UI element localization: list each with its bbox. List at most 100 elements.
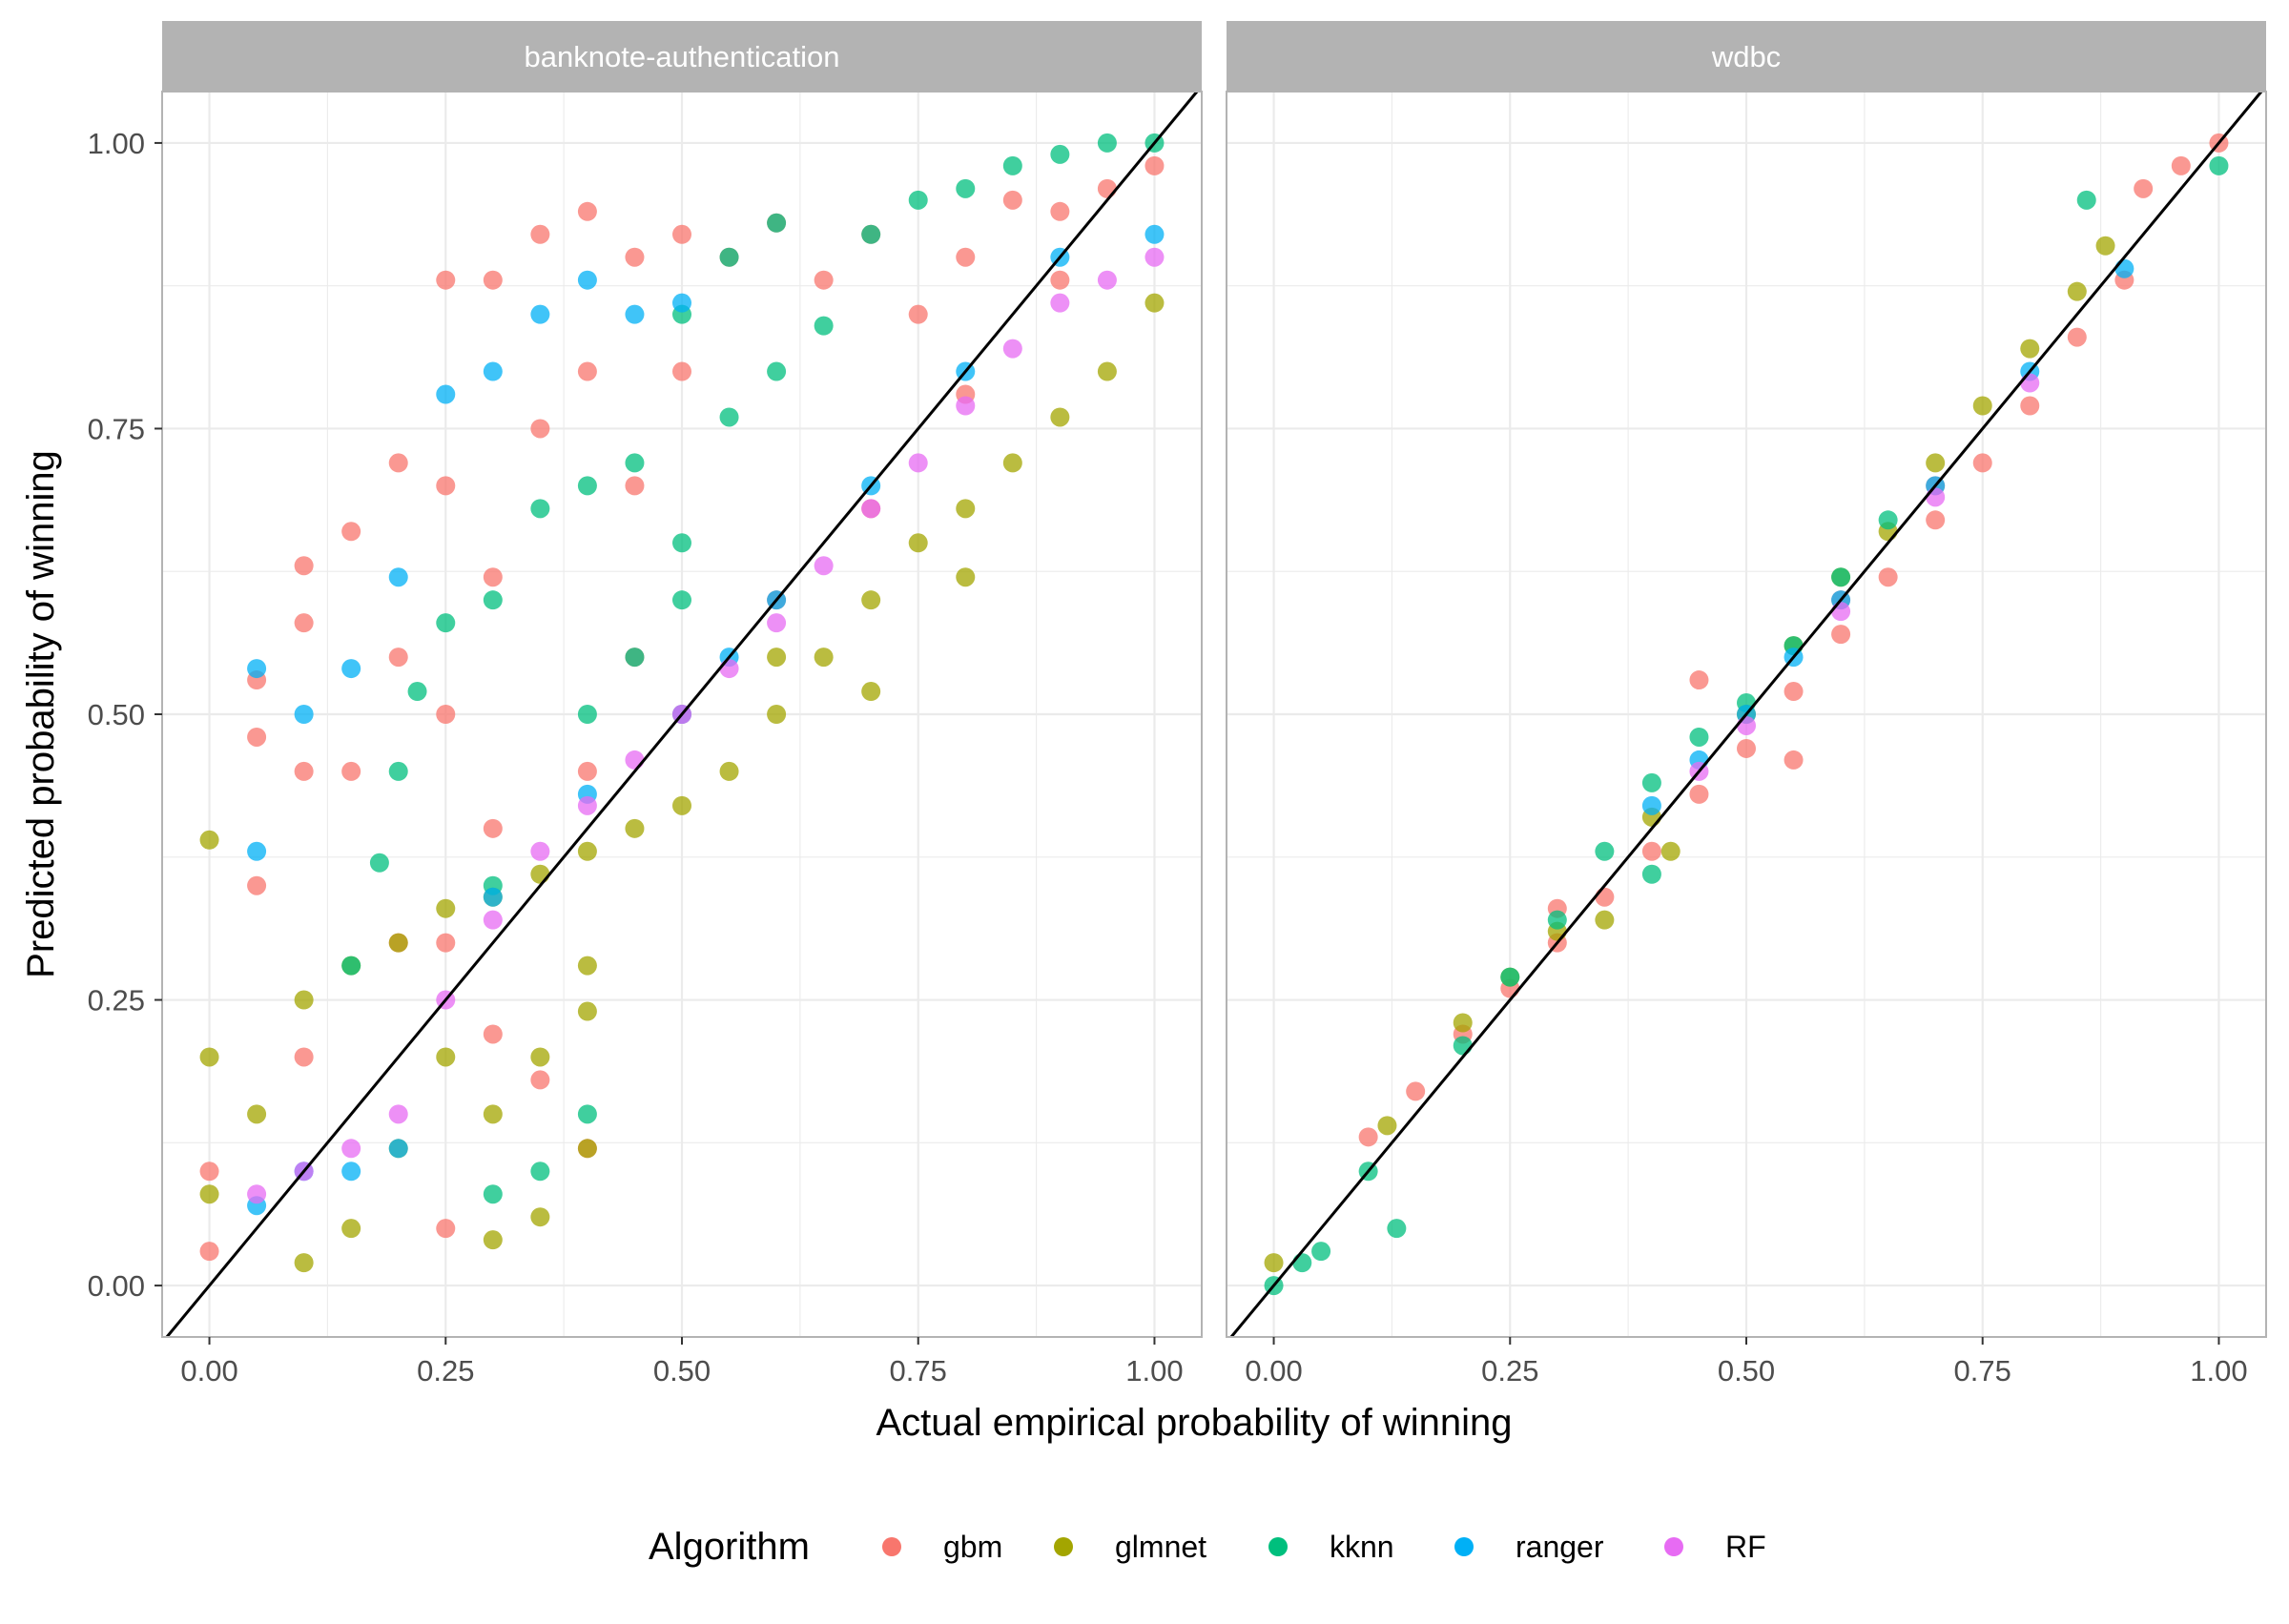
data-point-kknn xyxy=(577,476,597,496)
data-point-glmnet xyxy=(625,818,645,838)
data-point-rf xyxy=(767,613,787,633)
data-point-gbm xyxy=(577,761,597,781)
data-point-kknn xyxy=(483,1184,503,1204)
data-point-ranger xyxy=(341,1161,361,1182)
reference-line xyxy=(1229,91,2263,1338)
data-point-gbm xyxy=(247,727,267,747)
data-point-glmnet xyxy=(814,648,834,668)
legend-key-glmnet xyxy=(1054,1537,1073,1556)
data-point-gbm xyxy=(577,361,597,381)
data-point-rf xyxy=(1097,270,1117,290)
data-point-gbm xyxy=(1878,567,1898,587)
strip-background xyxy=(162,21,1202,92)
data-point-rf xyxy=(861,499,881,519)
legend-label: ranger xyxy=(1516,1530,1604,1564)
x-tick-label: 1.00 xyxy=(2190,1354,2247,1388)
data-point-glmnet xyxy=(577,841,597,861)
data-point-gbm xyxy=(1050,270,1070,290)
data-point-kknn xyxy=(1689,727,1709,747)
data-point-gbm xyxy=(199,1242,219,1262)
x-tick-label: 1.00 xyxy=(1125,1354,1183,1388)
data-point-glmnet xyxy=(483,1104,503,1124)
data-point-gbm xyxy=(814,270,834,290)
legend-key-kknn xyxy=(1268,1537,1288,1556)
data-point-glmnet xyxy=(1377,1116,1397,1136)
data-point-ranger xyxy=(2114,258,2134,278)
data-point-glmnet xyxy=(767,705,787,724)
data-point-gbm xyxy=(1358,1127,1378,1147)
facet-panel-wdbc: wdbc xyxy=(1226,21,2267,1338)
data-point-gbm xyxy=(341,761,361,781)
data-point-ranger xyxy=(1144,224,1165,244)
facet-panel-banknote: banknote-authentication xyxy=(161,21,1203,1338)
data-point-gbm xyxy=(530,224,550,244)
data-point-glmnet xyxy=(956,567,976,587)
data-point-gbm xyxy=(625,247,645,267)
y-axis-title: Predicted probability of winning xyxy=(20,450,62,978)
data-point-rf xyxy=(625,750,645,770)
data-point-ranger xyxy=(294,705,314,724)
data-point-rf xyxy=(530,841,550,861)
data-point-glmnet xyxy=(908,533,928,553)
data-point-gbm xyxy=(1689,670,1709,690)
x-tick-label: 0.50 xyxy=(653,1354,711,1388)
data-point-kknn xyxy=(625,648,645,668)
data-point-kknn xyxy=(2076,190,2096,210)
data-point-ranger xyxy=(483,361,503,381)
x-tick-label: 0.50 xyxy=(1718,1354,1775,1388)
data-point-gbm xyxy=(1926,510,1946,530)
data-point-kknn xyxy=(1453,1036,1473,1056)
data-point-glmnet xyxy=(1144,293,1165,313)
data-point-kknn xyxy=(483,590,503,610)
facet-strip-label: wdbc xyxy=(1711,40,1781,73)
y-tick-label: 0.25 xyxy=(88,984,145,1018)
data-point-glmnet xyxy=(1097,361,1117,381)
data-point-glmnet xyxy=(956,499,976,519)
data-point-glmnet xyxy=(199,1184,219,1204)
x-tick-label: 0.25 xyxy=(417,1354,474,1388)
data-point-gbm xyxy=(1406,1081,1426,1101)
data-point-kknn xyxy=(1641,864,1661,884)
data-point-rf xyxy=(814,556,834,576)
data-point-gbm xyxy=(483,818,503,838)
data-point-gbm xyxy=(1002,190,1022,210)
y-tick-label: 0.50 xyxy=(88,698,145,731)
data-point-glmnet xyxy=(767,648,787,668)
data-point-gbm xyxy=(294,761,314,781)
data-point-glmnet xyxy=(388,933,408,953)
data-point-glmnet xyxy=(483,1230,503,1250)
legend-key-rf xyxy=(1664,1537,1683,1556)
data-point-glmnet xyxy=(2020,339,2040,359)
data-point-ranger xyxy=(247,841,267,861)
data-point-gbm xyxy=(199,1161,219,1182)
data-point-glmnet xyxy=(1264,1253,1284,1273)
data-point-glmnet xyxy=(577,1139,597,1159)
data-point-gbm xyxy=(483,1024,503,1044)
data-point-kknn xyxy=(1595,841,1615,861)
data-point-kknn xyxy=(1050,144,1070,164)
data-point-rf xyxy=(956,396,976,416)
data-point-kknn xyxy=(369,853,389,873)
data-point-ranger xyxy=(672,293,691,313)
data-point-glmnet xyxy=(1660,841,1681,861)
data-point-kknn xyxy=(2209,155,2229,175)
legend: Algorithm gbm glmnet kknn ranger RF xyxy=(649,1526,1766,1568)
data-point-glmnet xyxy=(530,864,550,884)
x-tick-label: 0.25 xyxy=(1481,1354,1538,1388)
legend-label: RF xyxy=(1725,1530,1766,1564)
data-point-gbm xyxy=(2067,327,2087,347)
reference-line xyxy=(165,91,1199,1338)
data-point-ranger xyxy=(1641,795,1661,815)
data-point-rf xyxy=(719,659,739,679)
data-point-glmnet xyxy=(1050,407,1070,427)
data-point-gbm xyxy=(530,1070,550,1090)
data-point-kknn xyxy=(625,453,645,473)
data-point-gbm xyxy=(247,875,267,895)
data-point-gbm xyxy=(956,247,976,267)
data-point-glmnet xyxy=(530,1047,550,1067)
legend-key-gbm xyxy=(882,1537,901,1556)
data-points xyxy=(1264,133,2229,1296)
y-axis-ticks: 0.00 0.25 0.50 0.75 1.00 xyxy=(88,127,162,1303)
data-point-gbm xyxy=(2020,396,2040,416)
